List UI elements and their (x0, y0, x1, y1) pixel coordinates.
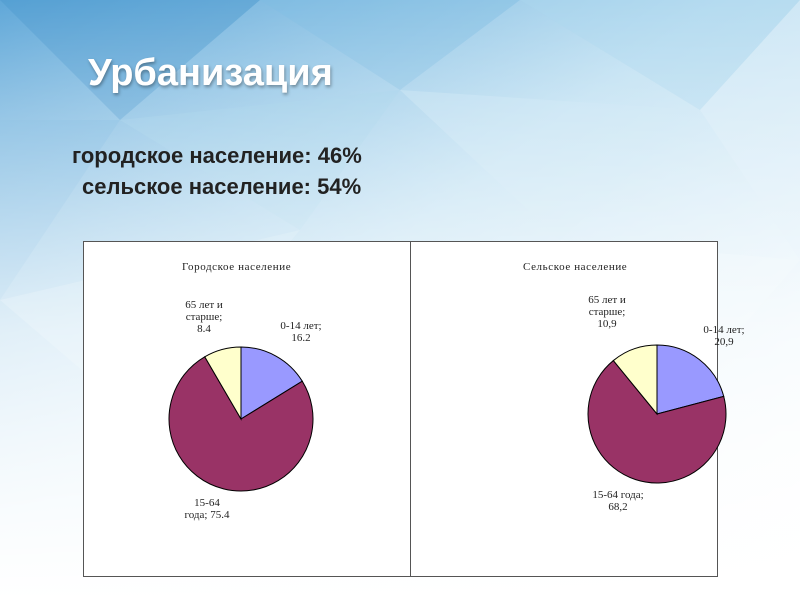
rural-slice-label-3: 65 лет и старше; 10,9 (588, 294, 626, 330)
chart-frame: Городское население 0-14 лет; 16.2 15-64 год… (83, 241, 745, 577)
urban-population-stat: городское население: 46% (72, 143, 362, 168)
rural-chart-title: Сельское население (523, 261, 627, 273)
urban-pie-chart: Городское население 0-14 лет; 16.2 15-64 год… (168, 261, 322, 521)
chart-divider (410, 242, 411, 576)
urban-pie-slice-2 (168, 356, 314, 492)
urban-pie-slice-1 (240, 346, 303, 420)
rural-slice-label-2: 15-64 года; 68,2 (592, 489, 643, 513)
rural-pie-slice-3 (612, 344, 658, 416)
rural-pie-chart: Сельское население 0-14 лет; 20,9 15-64 год… (523, 261, 745, 513)
urban-slice-label-3: 65 лет и старше; 8.4 (185, 299, 223, 335)
rural-slice-label-1: 0-14 лет; 20,9 (703, 324, 744, 348)
rural-population-stat: сельское население: 54% (82, 174, 362, 199)
urban-pie-slice-3 (204, 346, 242, 421)
rural-pie-slice-2 (587, 359, 727, 484)
urban-slice-label-2: 15-64 года; 75.4 (185, 497, 230, 521)
urban-slice-label-1: 0-14 лет; 16.2 (280, 320, 321, 344)
rural-pie-slice-1 (656, 344, 725, 415)
slide-title: Урбанизация (88, 52, 333, 94)
urban-chart-title: Городское население (182, 261, 291, 273)
